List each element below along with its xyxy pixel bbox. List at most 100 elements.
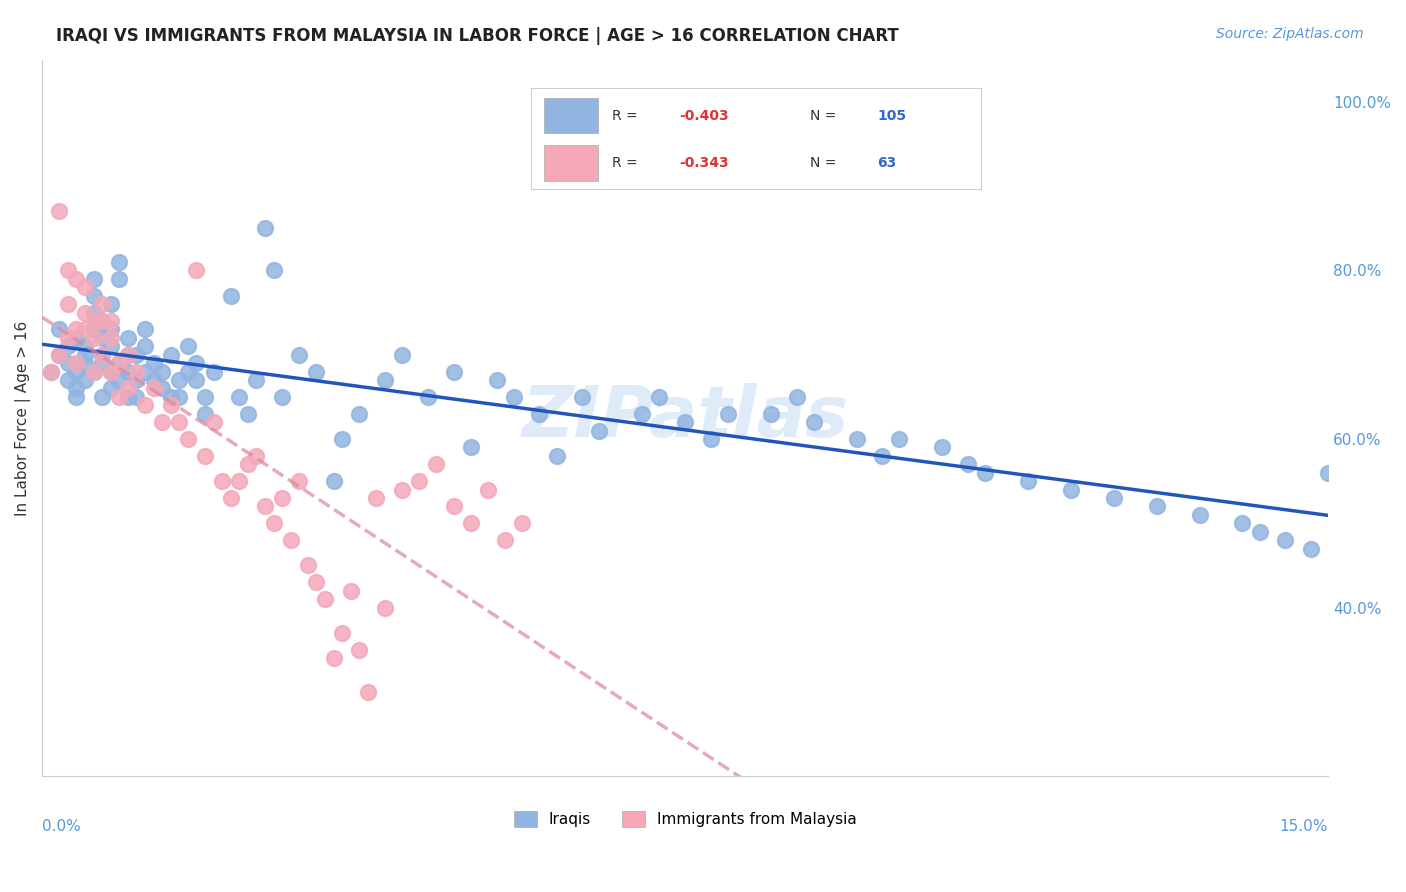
Point [228,474,250,488]
Point [271,390,294,404]
Point [1232,516,1254,531]
Point [169,415,191,429]
Point [759,407,782,421]
Point [957,457,980,471]
Point [117,381,139,395]
Point [529,407,551,421]
Text: ZIPatlas: ZIPatlas [522,384,849,452]
Point [159,348,181,362]
Point [425,457,447,471]
Point [83,288,105,302]
Point [357,685,380,699]
Point [219,491,242,505]
Point [134,322,156,336]
Point [219,288,242,302]
Point [117,365,139,379]
Point [1146,500,1168,514]
Point [631,407,654,421]
Point [91,390,114,404]
Point [416,390,439,404]
Point [194,449,217,463]
Point [391,348,413,362]
Point [245,373,267,387]
Point [717,407,740,421]
Point [931,441,953,455]
Point [588,424,610,438]
Point [73,339,96,353]
Point [83,322,105,336]
Text: 15.0%: 15.0% [1279,819,1329,834]
Point [1102,491,1125,505]
Point [65,356,87,370]
Point [263,516,285,531]
Point [408,474,430,488]
Point [228,390,250,404]
Point [1060,483,1083,497]
Point [73,322,96,336]
Point [125,373,148,387]
Point [108,373,131,387]
Point [803,415,825,429]
Point [134,339,156,353]
Point [366,491,388,505]
Point [485,373,508,387]
Point [56,373,79,387]
Point [73,356,96,370]
Point [202,415,225,429]
Point [391,483,413,497]
Point [83,314,105,328]
Point [142,373,165,387]
Point [1249,524,1271,539]
Point [186,263,208,277]
Point [194,407,217,421]
Point [339,583,361,598]
Point [330,625,353,640]
Point [974,466,997,480]
Point [134,398,156,412]
Point [872,449,894,463]
Point [108,390,131,404]
Point [546,449,568,463]
Point [65,331,87,345]
Point [253,500,276,514]
Point [700,432,723,446]
Point [117,348,139,362]
Point [288,348,311,362]
Point [73,305,96,319]
Point [65,272,87,286]
Point [65,381,87,395]
Point [108,255,131,269]
Point [83,331,105,345]
Point [186,356,208,370]
Point [73,280,96,294]
Point [245,449,267,463]
Point [460,441,482,455]
Point [56,263,79,277]
Point [477,483,499,497]
Point [108,356,131,370]
Point [786,390,808,404]
Point [288,474,311,488]
Point [349,407,371,421]
Point [91,348,114,362]
Point [502,390,524,404]
Point [1317,466,1340,480]
Point [314,592,336,607]
Text: IRAQI VS IMMIGRANTS FROM MALAYSIA IN LABOR FORCE | AGE > 16 CORRELATION CHART: IRAQI VS IMMIGRANTS FROM MALAYSIA IN LAB… [56,27,898,45]
Point [330,432,353,446]
Point [56,331,79,345]
Point [177,365,200,379]
Point [39,365,62,379]
Point [91,314,114,328]
Point [39,365,62,379]
Point [280,533,302,548]
Point [648,390,671,404]
Point [263,263,285,277]
Point [194,390,217,404]
Point [56,297,79,311]
Point [100,339,122,353]
Point [91,348,114,362]
Point [91,331,114,345]
Point [494,533,516,548]
Point [177,432,200,446]
